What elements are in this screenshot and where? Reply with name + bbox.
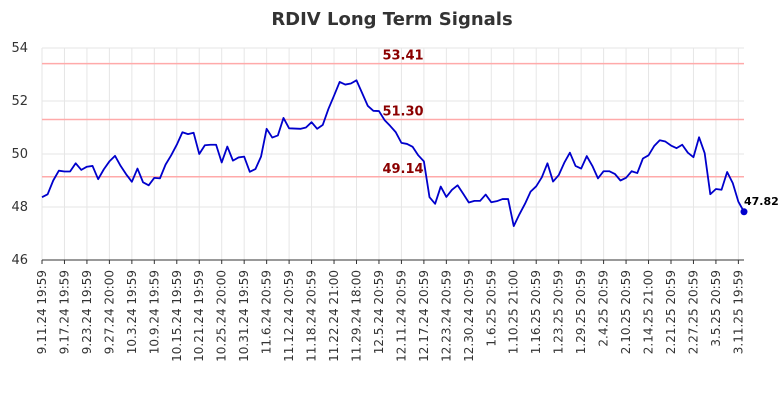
x-tick-label: 3.5.25 20:59: [709, 270, 723, 347]
y-tick-label: 46: [11, 253, 28, 268]
y-tick-label: 52: [11, 94, 28, 109]
y-tick-label: 50: [11, 147, 28, 162]
x-tick-label: 9.27.24 20:00: [102, 270, 116, 354]
grid: [41, 47, 744, 261]
chart-title: RDIV Long Term Signals: [271, 9, 512, 30]
x-tick-label: 3.11.25 19:59: [731, 270, 745, 354]
x-tick-label: 2.4.25 20:59: [597, 270, 611, 347]
x-tick-label: 11.12.24 20:59: [282, 270, 296, 362]
x-tick-label: 10.9.24 19:59: [147, 270, 161, 354]
x-tick-label: 12.5.24 20:59: [372, 270, 386, 354]
x-tick-label: 1.16.25 20:59: [529, 270, 543, 354]
x-tick-label: 11.22.24 21:00: [327, 270, 341, 362]
series-layer: [41, 79, 748, 227]
last-value-label: 47.82: [744, 195, 779, 208]
x-tick-label: 1.29.25 20:59: [574, 270, 588, 354]
x-tick-label: 2.21.25 20:59: [664, 270, 678, 354]
x-tick-label: 10.25.24 20:00: [215, 270, 229, 362]
x-tick-label: 10.15.24 19:59: [170, 270, 184, 362]
axes: 46 48 50 52 54 9.11.24 19:59 9.17.24 19:59 9.23…: [11, 41, 745, 362]
series-line: [41, 79, 745, 227]
x-tick-label: 9.11.24 19:59: [35, 270, 49, 354]
reference-line-label: 53.41: [382, 49, 423, 64]
x-tick-label: 1.10.25 21:00: [507, 270, 521, 354]
x-tick-label: 1.23.25 20:59: [552, 270, 566, 354]
x-tick-label: 2.10.25 20:59: [619, 270, 633, 354]
x-tick-label: 11.6.24 20:59: [260, 270, 274, 354]
x-tick-label: 9.17.24 19:59: [57, 270, 71, 354]
labels: 53.41 51.30 49.14 47.82: [382, 49, 778, 208]
x-tick-label: 12.23.24 20:59: [439, 270, 453, 362]
x-tick-label: 12.30.24 20:59: [462, 270, 476, 362]
x-tick-label: 2.27.25 20:59: [686, 270, 700, 354]
last-value-point: [740, 208, 748, 216]
x-tick-label: 11.29.24 18:00: [349, 270, 363, 362]
x-tick-label: 1.6.25 20:59: [484, 270, 498, 347]
x-tick-label: 10.21.24 19:59: [192, 270, 206, 362]
reference-line-label: 51.30: [382, 105, 423, 120]
reference-lines: [42, 62, 744, 178]
x-tick-label: 10.3.24 19:59: [125, 270, 139, 354]
x-tick-label: 12.17.24 20:59: [417, 270, 431, 362]
x-tick-label: 12.11.24 20:59: [394, 270, 408, 362]
x-tick-label: 11.18.24 20:59: [305, 270, 319, 362]
y-tick-label: 54: [11, 41, 28, 56]
y-tick-label: 48: [11, 200, 28, 215]
x-tick-label: 10.31.24 19:59: [237, 270, 251, 362]
reference-line-label: 49.14: [382, 162, 423, 177]
x-tick-label: 2.14.25 21:00: [642, 270, 656, 354]
x-tick-label: 9.23.24 19:59: [80, 270, 94, 354]
